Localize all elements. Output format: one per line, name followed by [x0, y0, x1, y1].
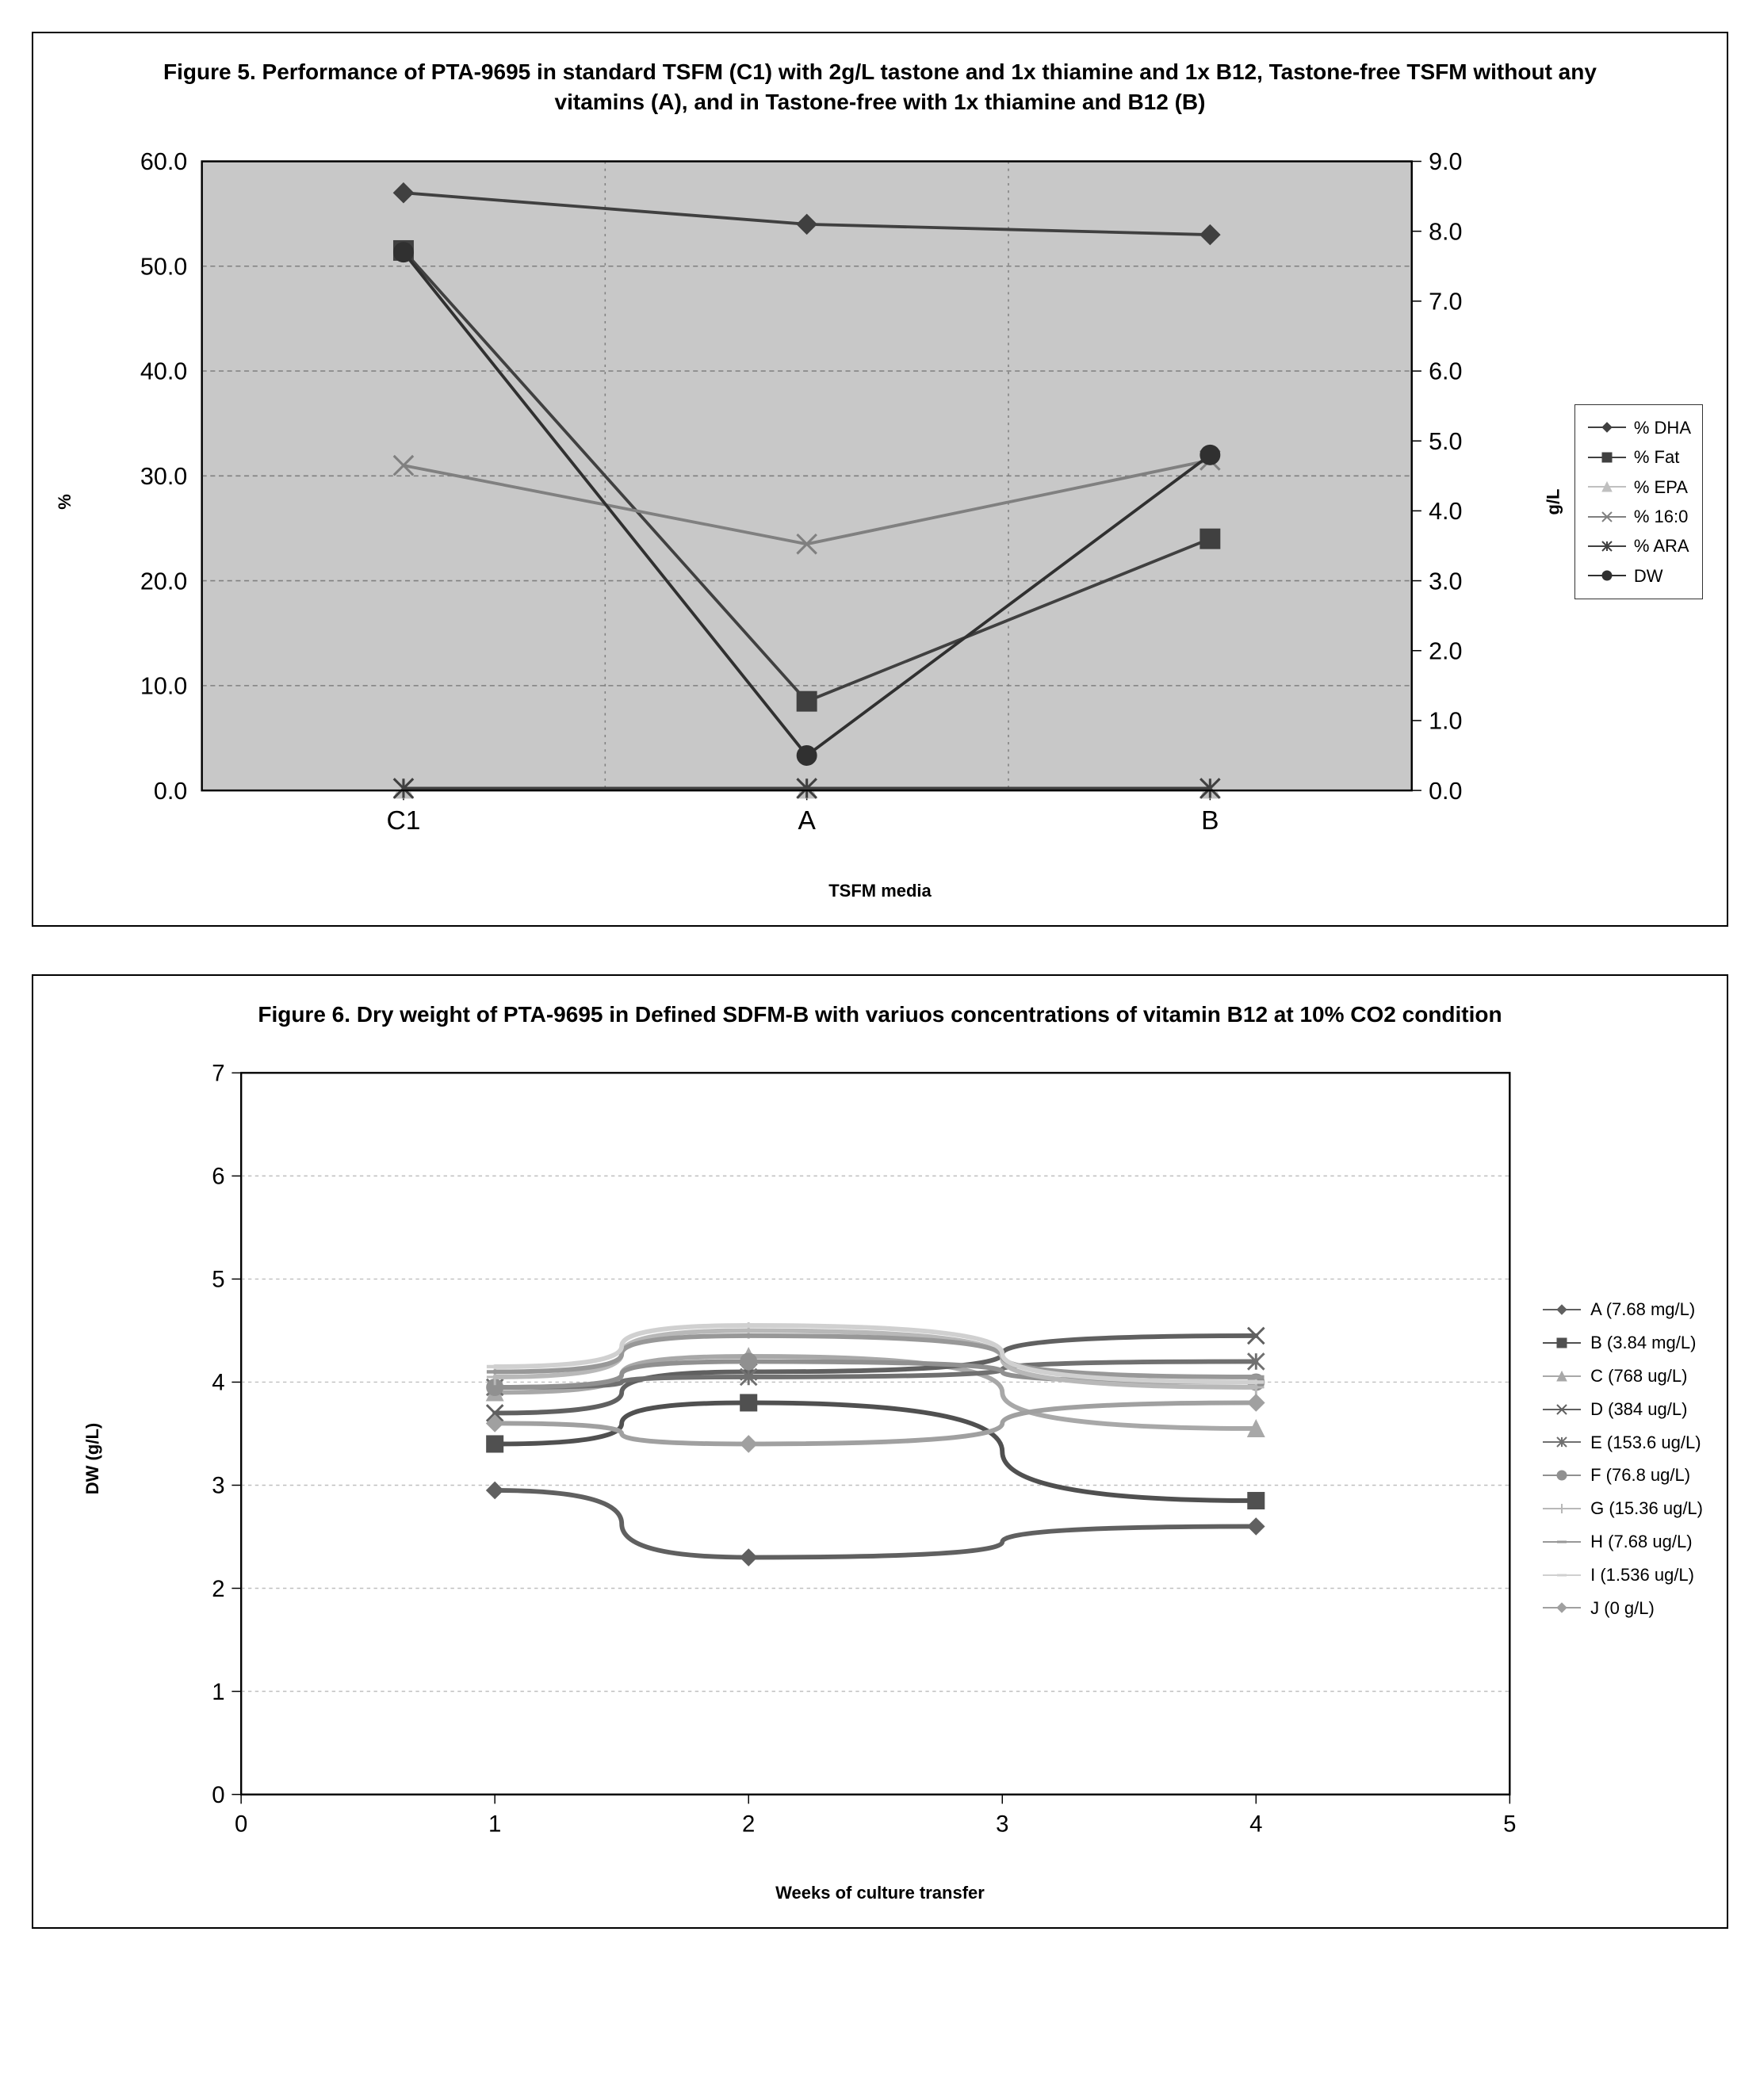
legend-swatch [1586, 419, 1628, 436]
svg-text:0.0: 0.0 [1429, 777, 1462, 804]
svg-text:20.0: 20.0 [140, 568, 186, 595]
svg-text:4: 4 [1250, 1811, 1263, 1838]
legend-swatch [1541, 1533, 1582, 1551]
svg-text:2.0: 2.0 [1429, 637, 1462, 664]
legend-label: DW [1634, 561, 1663, 591]
figure6-title: Figure 6. Dry weight of PTA-9695 in Defi… [140, 1000, 1620, 1030]
svg-text:1.0: 1.0 [1429, 707, 1462, 734]
legend-item: G (15.36 ug/L) [1541, 1492, 1703, 1525]
legend-item: E (153.6 ug/L) [1541, 1426, 1703, 1459]
figure5-plot: 0.0 10.0 20.0 30.0 40.0 50.0 60.0 0.0 1.0 2.0 3.0 4… [81, 137, 1532, 867]
svg-text:5.0: 5.0 [1429, 427, 1462, 454]
legend-item: F (76.8 ug/L) [1541, 1459, 1703, 1492]
svg-text:8.0: 8.0 [1429, 218, 1462, 245]
svg-text:3.0: 3.0 [1429, 568, 1462, 595]
legend-label: D (384 ug/L) [1590, 1393, 1687, 1426]
legend-label: F (76.8 ug/L) [1590, 1459, 1690, 1492]
svg-text:3: 3 [212, 1473, 225, 1499]
figure5-ylabel-right: g/L [1543, 488, 1563, 514]
legend-swatch [1586, 508, 1628, 526]
legend-item: % ARA [1586, 531, 1691, 560]
svg-text:1: 1 [488, 1811, 501, 1838]
legend-label: % DHA [1634, 413, 1691, 442]
figure6-plot: 0 1 2 3 4 5 6 7 0 1 2 3 4 5 [136, 1050, 1533, 1869]
legend-item: B (3.84 mg/L) [1541, 1326, 1703, 1360]
svg-text:B: B [1201, 806, 1219, 836]
svg-text:A: A [798, 806, 816, 836]
legend-item: D (384 ug/L) [1541, 1393, 1703, 1426]
svg-text:7.0: 7.0 [1429, 288, 1462, 315]
figure6-xlabel: Weeks of culture transfer [57, 1883, 1703, 1903]
legend-swatch [1541, 1401, 1582, 1418]
legend-swatch [1541, 1301, 1582, 1318]
svg-text:0: 0 [212, 1782, 225, 1808]
svg-text:0.0: 0.0 [153, 777, 186, 804]
figure6-container: Figure 6. Dry weight of PTA-9695 in Defi… [32, 974, 1728, 1928]
figure5-ylabel-left: % [55, 494, 75, 510]
svg-text:C1: C1 [386, 806, 420, 836]
svg-text:3: 3 [996, 1811, 1008, 1838]
svg-text:0: 0 [235, 1811, 247, 1838]
legend-label: A (7.68 mg/L) [1590, 1293, 1695, 1326]
legend-item: C (768 ug/L) [1541, 1360, 1703, 1393]
svg-text:5: 5 [1504, 1811, 1517, 1838]
legend-swatch [1541, 1334, 1582, 1352]
svg-text:60.0: 60.0 [140, 148, 186, 175]
legend-item: % DHA [1586, 413, 1691, 442]
legend-swatch [1541, 1367, 1582, 1385]
legend-label: H (7.68 ug/L) [1590, 1525, 1692, 1559]
legend-label: C (768 ug/L) [1590, 1360, 1687, 1393]
legend-item: A (7.68 mg/L) [1541, 1293, 1703, 1326]
legend-item: J (0 g/L) [1541, 1592, 1703, 1625]
svg-text:2: 2 [742, 1811, 755, 1838]
legend-swatch [1541, 1599, 1582, 1616]
figure5-chart-row: % 0.0 10.0 20.0 30.0 40.0 50.0 60.0 0.0 1.0 2.0 3.… [57, 137, 1703, 867]
figure5-container: Figure 5. Performance of PTA-9695 in sta… [32, 32, 1728, 927]
legend-label: I (1.536 ug/L) [1590, 1559, 1694, 1592]
legend-label: B (3.84 mg/L) [1590, 1326, 1696, 1360]
legend-label: % EPA [1634, 472, 1688, 502]
legend-swatch [1541, 1566, 1582, 1584]
legend-label: E (153.6 ug/L) [1590, 1426, 1701, 1459]
legend-swatch [1586, 537, 1628, 555]
figure5-legend: % DHA% Fat% EPA% 16:0% ARADW [1574, 404, 1703, 599]
legend-item: % EPA [1586, 472, 1691, 502]
figure6-ylabel: DW (g/L) [82, 1423, 103, 1494]
svg-text:50.0: 50.0 [140, 253, 186, 280]
svg-text:30.0: 30.0 [140, 463, 186, 490]
svg-text:6: 6 [212, 1164, 225, 1190]
svg-text:1: 1 [212, 1679, 225, 1705]
svg-text:10.0: 10.0 [140, 672, 186, 699]
figure5-svg: 0.0 10.0 20.0 30.0 40.0 50.0 60.0 0.0 1.0 2.0 3.0 4… [81, 137, 1532, 863]
svg-text:7: 7 [212, 1061, 225, 1087]
legend-item: % Fat [1586, 442, 1691, 472]
legend-label: % 16:0 [1634, 502, 1689, 531]
svg-text:9.0: 9.0 [1429, 148, 1462, 175]
legend-label: % Fat [1634, 442, 1679, 472]
figure6-legend: A (7.68 mg/L)B (3.84 mg/L)C (768 ug/L)D … [1541, 1293, 1703, 1624]
figure5-title: Figure 5. Performance of PTA-9695 in sta… [140, 57, 1620, 117]
legend-label: G (15.36 ug/L) [1590, 1492, 1703, 1525]
svg-text:40.0: 40.0 [140, 358, 186, 384]
legend-label: J (0 g/L) [1590, 1592, 1655, 1625]
legend-swatch [1586, 478, 1628, 495]
figure6-chart-row: DW (g/L) 0 1 2 3 4 5 6 7 0 1 2 3 4 5 A (7.68 mg/L)B (… [57, 1050, 1703, 1869]
svg-text:4.0: 4.0 [1429, 498, 1462, 525]
legend-item: % 16:0 [1586, 502, 1691, 531]
svg-text:5: 5 [212, 1267, 225, 1293]
legend-swatch [1586, 567, 1628, 584]
legend-swatch [1541, 1467, 1582, 1484]
legend-label: % ARA [1634, 531, 1689, 560]
legend-swatch [1586, 449, 1628, 466]
svg-text:6.0: 6.0 [1429, 358, 1462, 384]
legend-item: I (1.536 ug/L) [1541, 1559, 1703, 1592]
legend-swatch [1541, 1433, 1582, 1451]
figure5-xlabel: TSFM media [57, 881, 1703, 901]
svg-text:2: 2 [212, 1576, 225, 1602]
legend-swatch [1541, 1500, 1582, 1517]
legend-item: DW [1586, 561, 1691, 591]
figure6-svg: 0 1 2 3 4 5 6 7 0 1 2 3 4 5 [136, 1050, 1533, 1865]
legend-item: H (7.68 ug/L) [1541, 1525, 1703, 1559]
svg-text:4: 4 [212, 1370, 225, 1396]
